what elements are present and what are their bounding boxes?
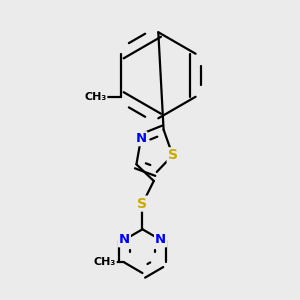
Text: N: N — [155, 233, 166, 246]
Text: S: S — [137, 196, 148, 211]
Text: CH₃: CH₃ — [84, 92, 106, 102]
Text: N: N — [135, 132, 146, 145]
Text: N: N — [119, 233, 130, 246]
Text: S: S — [168, 148, 178, 162]
Text: CH₃: CH₃ — [94, 257, 116, 268]
